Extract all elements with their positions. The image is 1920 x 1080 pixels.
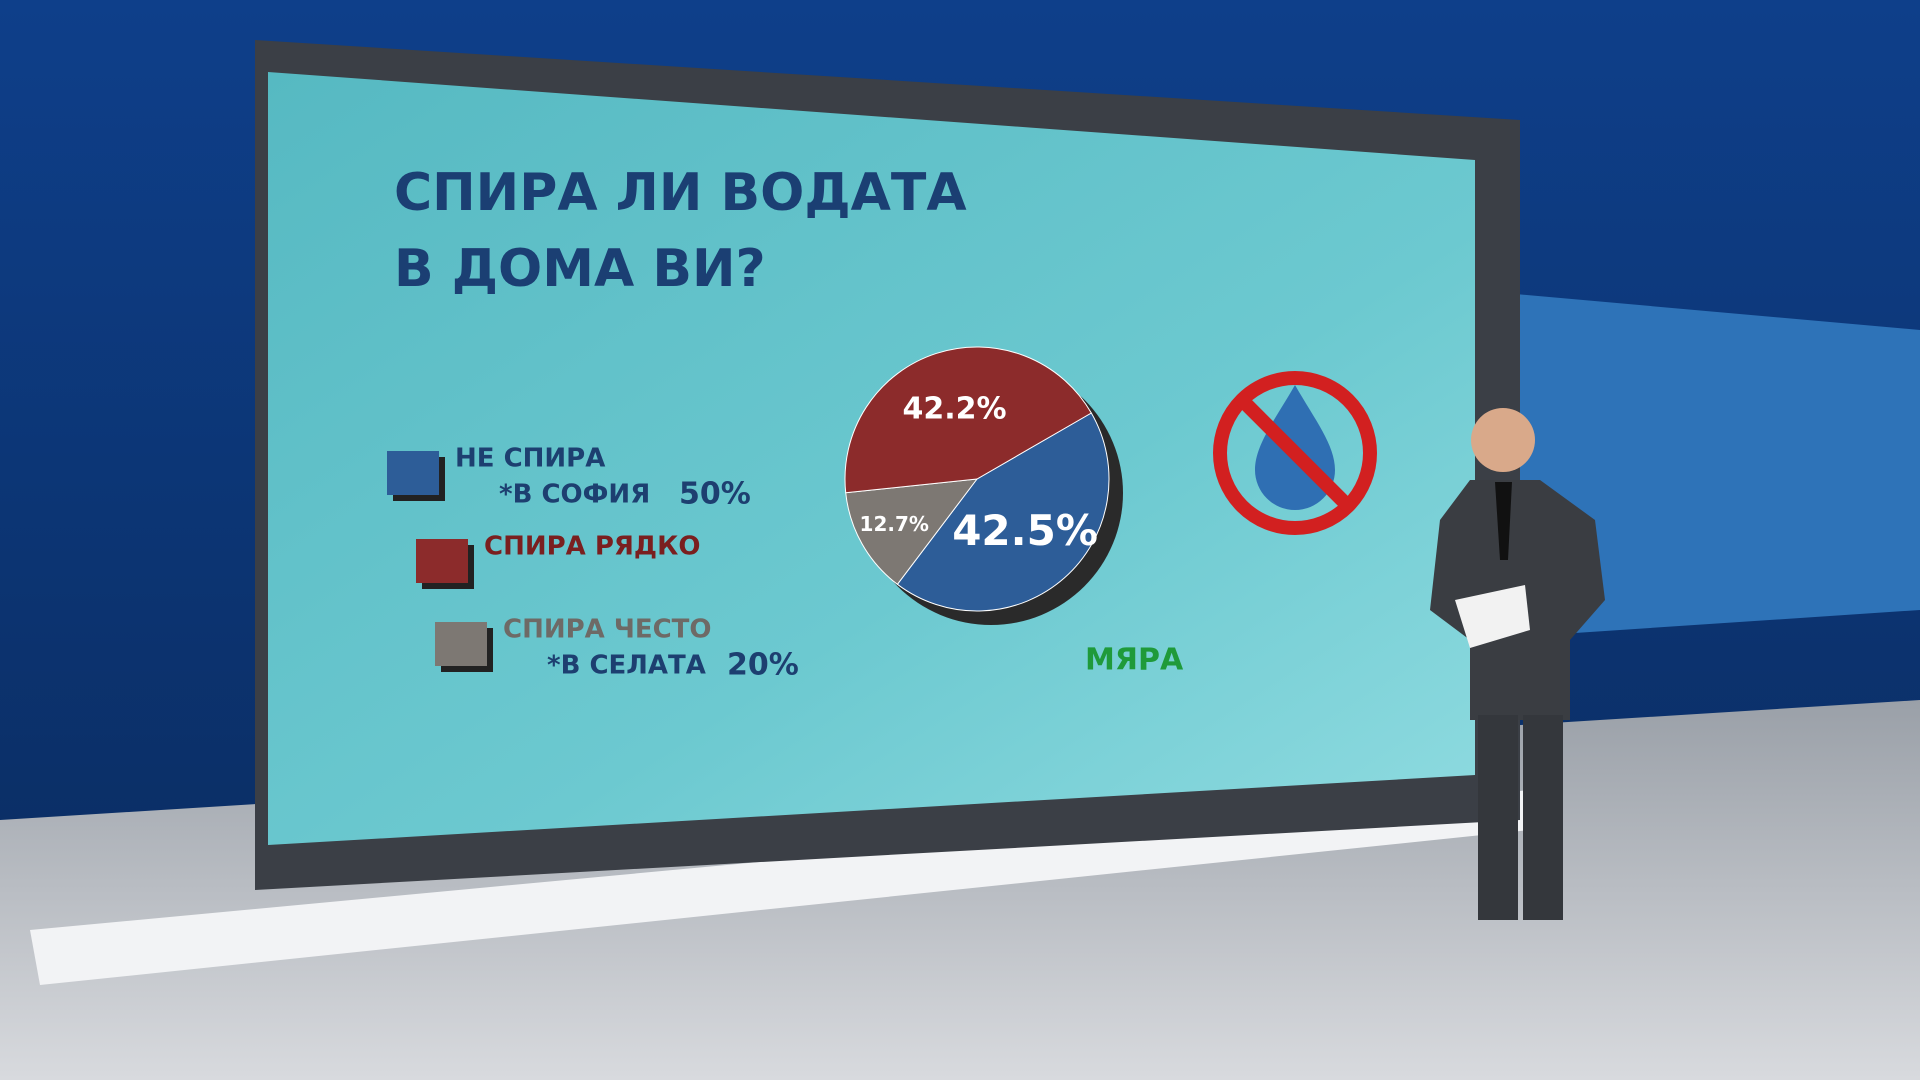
presenter-head — [1471, 408, 1535, 472]
legend-swatch — [435, 622, 487, 666]
annotation-text: *В СОФИЯ — [499, 480, 650, 510]
chart-title: СПИРА ЛИ ВОДАТА — [394, 163, 967, 223]
chart-title: В ДОМА ВИ? — [394, 239, 766, 299]
no-water-icon — [1213, 371, 1377, 535]
pie-value-label: 12.7% — [860, 512, 929, 536]
legend-swatch — [416, 539, 468, 583]
paper — [1455, 585, 1530, 648]
presenter — [1430, 408, 1605, 920]
source-logo: МЯРА — [1085, 643, 1184, 678]
pie-slice — [845, 478, 979, 586]
presenter-tie — [1495, 482, 1512, 560]
prohibit-circle — [1213, 371, 1377, 535]
annotation-value: 50% — [679, 477, 751, 512]
legend-swatch — [387, 451, 439, 495]
pie: 42.5% 12.7% 42.2% — [844, 346, 1123, 625]
annotation-text: *В СЕЛАТА — [547, 651, 706, 681]
prohibit-bar — [1237, 395, 1353, 511]
presenter-leg — [1478, 715, 1518, 920]
pie-slice — [844, 346, 1093, 494]
presenter-leg — [1523, 715, 1563, 920]
pie-value-label: 42.5% — [952, 506, 1098, 555]
legend: НЕ СПИРА СПИРА ЧЕСТО СПИРА РЯДКО *В СОФИЯ 50… — [387, 444, 799, 683]
legend-label: СПИРА РЯДКО — [484, 532, 700, 562]
legend-label: СПИРА ЧЕСТО — [503, 615, 712, 645]
legend-label: НЕ СПИРА — [455, 444, 605, 474]
annotation-value: 20% — [727, 648, 799, 683]
pie-slice — [896, 412, 1110, 612]
pie-value-label: 42.2% — [903, 391, 1007, 426]
